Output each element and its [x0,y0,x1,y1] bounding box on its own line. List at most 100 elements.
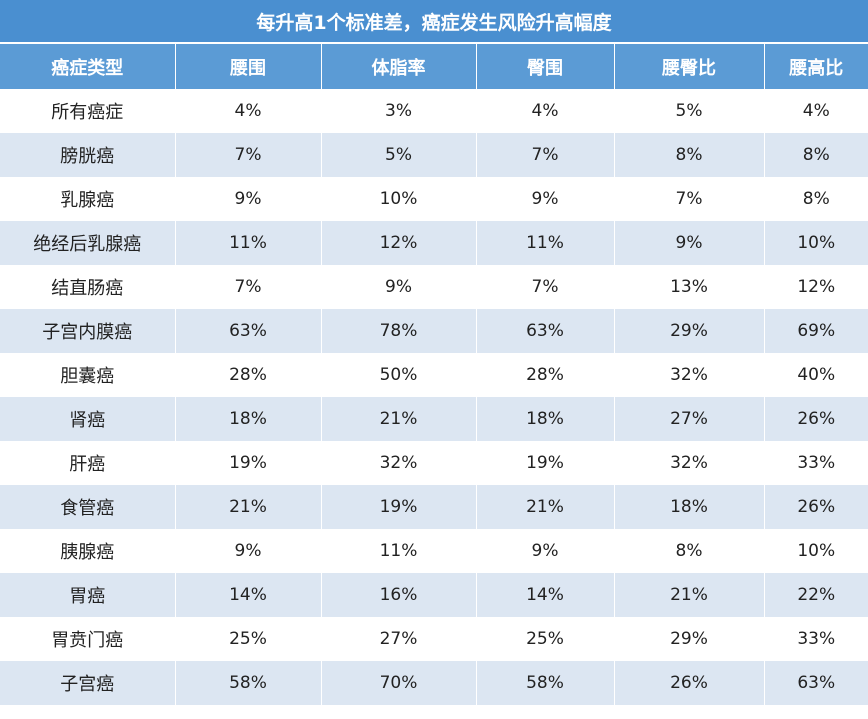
waist-hip-ratio-cell: 32% [614,353,765,397]
cancer-type-cell: 膀胱癌 [0,133,176,177]
waist-cell: 19% [175,441,322,485]
waist-height-ratio-cell: 26% [764,485,868,529]
waist-height-ratio-cell: 40% [764,353,868,397]
header-row: 癌症类型 腰围 体脂率 臀围 腰臀比 腰高比 [0,44,868,89]
table-row: 膀胱癌 7% 5% 7% 8% 8% [0,133,868,177]
waist-height-ratio-cell: 12% [764,265,868,309]
waist-cell: 21% [175,485,322,529]
cancer-type-cell: 胃癌 [0,573,176,617]
body-fat-cell: 3% [321,89,477,133]
hip-cell: 63% [476,309,615,353]
header-waist: 腰围 [175,44,322,89]
header-cancer-type: 癌症类型 [0,44,176,89]
table-row: 肾癌 18% 21% 18% 27% 26% [0,397,868,441]
body-fat-cell: 32% [321,441,477,485]
body-fat-cell: 16% [321,573,477,617]
waist-height-ratio-cell: 63% [764,661,868,705]
waist-hip-ratio-cell: 5% [614,89,765,133]
table-row: 肝癌 19% 32% 19% 32% 33% [0,441,868,485]
table-row: 子宫内膜癌 63% 78% 63% 29% 69% [0,309,868,353]
waist-height-ratio-cell: 4% [764,89,868,133]
waist-cell: 63% [175,309,322,353]
table-row: 子宫癌 58% 70% 58% 26% 63% [0,661,868,705]
hip-cell: 25% [476,617,615,661]
table-row: 乳腺癌 9% 10% 9% 7% 8% [0,177,868,221]
waist-hip-ratio-cell: 8% [614,529,765,573]
waist-height-ratio-cell: 33% [764,617,868,661]
waist-hip-ratio-cell: 8% [614,133,765,177]
body-fat-cell: 12% [321,221,477,265]
table-row: 食管癌 21% 19% 21% 18% 26% [0,485,868,529]
body-fat-cell: 70% [321,661,477,705]
hip-cell: 18% [476,397,615,441]
waist-height-ratio-cell: 22% [764,573,868,617]
waist-hip-ratio-cell: 29% [614,309,765,353]
waist-cell: 58% [175,661,322,705]
cancer-type-cell: 结直肠癌 [0,265,176,309]
waist-height-ratio-cell: 10% [764,221,868,265]
body-fat-cell: 9% [321,265,477,309]
hip-cell: 58% [476,661,615,705]
hip-cell: 7% [476,265,615,309]
waist-cell: 9% [175,177,322,221]
cancer-type-cell: 乳腺癌 [0,177,176,221]
table-row: 胰腺癌 9% 11% 9% 8% 10% [0,529,868,573]
body-fat-cell: 50% [321,353,477,397]
waist-height-ratio-cell: 8% [764,133,868,177]
hip-cell: 21% [476,485,615,529]
table-row: 所有癌症 4% 3% 4% 5% 4% [0,89,868,133]
body-fat-cell: 19% [321,485,477,529]
hip-cell: 7% [476,133,615,177]
waist-cell: 7% [175,133,322,177]
waist-cell: 9% [175,529,322,573]
cancer-type-cell: 绝经后乳腺癌 [0,221,176,265]
table-row: 胃贲门癌 25% 27% 25% 29% 33% [0,617,868,661]
hip-cell: 14% [476,573,615,617]
waist-cell: 14% [175,573,322,617]
hip-cell: 19% [476,441,615,485]
waist-hip-ratio-cell: 27% [614,397,765,441]
cancer-type-cell: 肾癌 [0,397,176,441]
table-title: 每升高1个标准差，癌症发生风险升高幅度 [0,0,868,44]
waist-height-ratio-cell: 26% [764,397,868,441]
waist-height-ratio-cell: 33% [764,441,868,485]
waist-height-ratio-cell: 8% [764,177,868,221]
table-row: 结直肠癌 7% 9% 7% 13% 12% [0,265,868,309]
header-hip: 臀围 [476,44,615,89]
body-fat-cell: 5% [321,133,477,177]
hip-cell: 11% [476,221,615,265]
waist-cell: 4% [175,89,322,133]
header-waist-height-ratio: 腰高比 [764,44,868,89]
table-row: 绝经后乳腺癌 11% 12% 11% 9% 10% [0,221,868,265]
cancer-type-cell: 食管癌 [0,485,176,529]
waist-hip-ratio-cell: 18% [614,485,765,529]
body-fat-cell: 21% [321,397,477,441]
cancer-type-cell: 所有癌症 [0,89,176,133]
table-row: 胆囊癌 28% 50% 28% 32% 40% [0,353,868,397]
cancer-type-cell: 子宫癌 [0,661,176,705]
waist-height-ratio-cell: 10% [764,529,868,573]
waist-hip-ratio-cell: 13% [614,265,765,309]
waist-hip-ratio-cell: 7% [614,177,765,221]
hip-cell: 4% [476,89,615,133]
waist-cell: 18% [175,397,322,441]
hip-cell: 9% [476,177,615,221]
hip-cell: 28% [476,353,615,397]
header-body-fat: 体脂率 [321,44,477,89]
cancer-type-cell: 子宫内膜癌 [0,309,176,353]
header-waist-hip-ratio: 腰臀比 [614,44,765,89]
waist-hip-ratio-cell: 29% [614,617,765,661]
waist-cell: 25% [175,617,322,661]
hip-cell: 9% [476,529,615,573]
cancer-type-cell: 胃贲门癌 [0,617,176,661]
waist-height-ratio-cell: 69% [764,309,868,353]
table-body: 所有癌症 4% 3% 4% 5% 4% 膀胱癌 7% 5% 7% 8% 8% 乳腺癌 9% 10% 9% 7% 8… [0,89,868,705]
waist-hip-ratio-cell: 9% [614,221,765,265]
body-fat-cell: 27% [321,617,477,661]
body-fat-cell: 10% [321,177,477,221]
waist-hip-ratio-cell: 32% [614,441,765,485]
waist-cell: 7% [175,265,322,309]
waist-hip-ratio-cell: 26% [614,661,765,705]
body-fat-cell: 78% [321,309,477,353]
